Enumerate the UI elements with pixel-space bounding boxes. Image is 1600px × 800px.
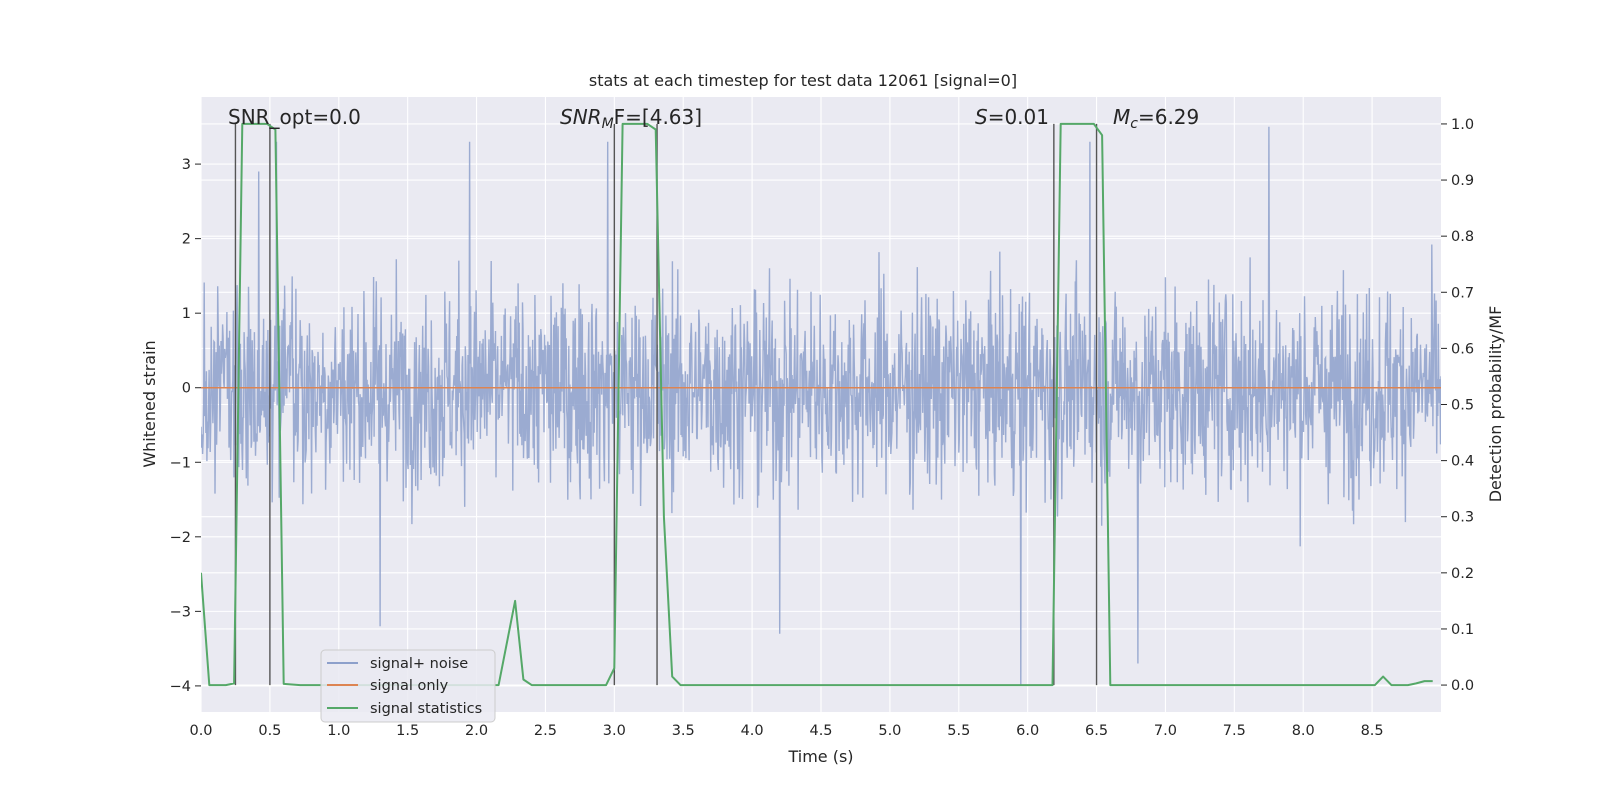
annotation-mc-tail: =6.29 <box>1138 105 1199 129</box>
x-tick-label-2: 1.0 <box>327 723 350 739</box>
legend-label-signal-noise: signal+ noise <box>370 656 468 672</box>
y2-tick-label-5: 0.5 <box>1451 398 1474 414</box>
x-tick-label-11: 5.5 <box>947 723 970 739</box>
legend-label-signal-statistics: signal statistics <box>370 701 482 717</box>
x-tick-label-9: 4.5 <box>809 723 832 739</box>
x-tick-label-4: 2.0 <box>465 723 488 739</box>
annotation-snr-mf-tail: F=[4.63] <box>614 105 702 129</box>
y-tick-label-1: 2 <box>182 232 191 248</box>
chart-title: stats at each timestep for test data 120… <box>589 71 1017 90</box>
y2-tick-label-2: 0.8 <box>1451 229 1474 245</box>
annotation-s-symbol: S <box>975 105 988 129</box>
y2-axis-label: Detection probability/MF <box>1486 306 1505 503</box>
annotation-s: S=0.01 <box>975 105 1049 129</box>
y2-tick-label-1: 0.9 <box>1451 173 1474 189</box>
annotation-mc-sub: c <box>1130 116 1138 132</box>
y-tick-label-3: 0 <box>182 381 191 397</box>
legend: signal+ noise signal only signal statist… <box>320 649 496 723</box>
y-axis-ticks: 3 2 1 0 −1 −2 −3 −4 <box>170 157 201 695</box>
annotation-snr-mf-sub: M <box>602 116 614 132</box>
x-tick-label-14: 7.0 <box>1154 723 1177 739</box>
signal-statistics-series <box>201 122 1433 687</box>
y2-tick-label-0: 1.0 <box>1451 117 1474 133</box>
x-tick-label-17: 8.5 <box>1361 723 1384 739</box>
annotation-snr-mf: SNRMF=[4.63] <box>560 105 702 132</box>
x-tick-label-13: 6.5 <box>1085 723 1108 739</box>
annotation-mc: Mc=6.29 <box>1113 105 1199 132</box>
y-axis-label: Whitened strain <box>140 340 159 467</box>
signal-statistics-line <box>201 122 1433 687</box>
y2-tick-label-6: 0.4 <box>1451 454 1474 470</box>
signal-noise-line <box>201 126 1441 686</box>
x-tick-label-15: 7.5 <box>1223 723 1246 739</box>
x-tick-label-3: 1.5 <box>396 723 419 739</box>
y2-tick-label-10: 0.0 <box>1451 678 1474 694</box>
annotation-s-tail: =0.01 <box>988 105 1049 129</box>
x-tick-label-7: 3.5 <box>672 723 695 739</box>
y2-tick-label-4: 0.6 <box>1451 341 1474 357</box>
annotation-snr-mf-symbol: SNR <box>560 105 602 129</box>
x-tick-label-12: 6.0 <box>1016 723 1039 739</box>
y-tick-label-5: −2 <box>170 530 191 546</box>
x-tick-label-10: 5.0 <box>878 723 901 739</box>
x-tick-label-1: 0.5 <box>258 723 281 739</box>
y2-tick-label-8: 0.2 <box>1451 566 1474 582</box>
y-tick-label-2: 1 <box>182 306 191 322</box>
legend-label-signal-only: signal only <box>370 678 449 694</box>
annotation-snr-opt: SNR_opt=0.0 <box>228 105 361 129</box>
y2-tick-label-9: 0.1 <box>1451 622 1474 638</box>
x-axis-label: Time (s) <box>787 747 853 766</box>
y-tick-label-0: 3 <box>182 157 191 173</box>
signal-noise-series <box>201 126 1441 686</box>
x-tick-label-5: 2.5 <box>534 723 557 739</box>
annotation-mc-symbol: M <box>1113 105 1130 129</box>
y2-tick-label-3: 0.7 <box>1451 285 1474 301</box>
x-tick-label-16: 8.0 <box>1292 723 1315 739</box>
x-axis-ticks: 0.0 0.5 1.0 1.5 2.0 2.5 3.0 3.5 4.0 4.5 5.0 5.5 6.0 6… <box>189 723 1383 739</box>
y-tick-label-4: −1 <box>170 455 191 471</box>
y2-tick-label-7: 0.3 <box>1451 510 1474 526</box>
y2-axis-ticks: 1.0 0.9 0.8 0.7 0.6 0.5 0.4 0.3 0.2 0.1 0.0 <box>1441 117 1474 694</box>
x-tick-label-8: 4.0 <box>741 723 764 739</box>
legend-frame <box>320 649 496 723</box>
y-tick-label-6: −3 <box>170 604 191 620</box>
annotations: SNR_opt=0.0 SNRMF=[4.63] S=0.01 Mc=6.29 <box>228 105 1199 132</box>
x-tick-label-6: 3.0 <box>603 723 626 739</box>
x-tick-label-0: 0.0 <box>189 723 212 739</box>
y-tick-label-7: −4 <box>170 679 191 695</box>
